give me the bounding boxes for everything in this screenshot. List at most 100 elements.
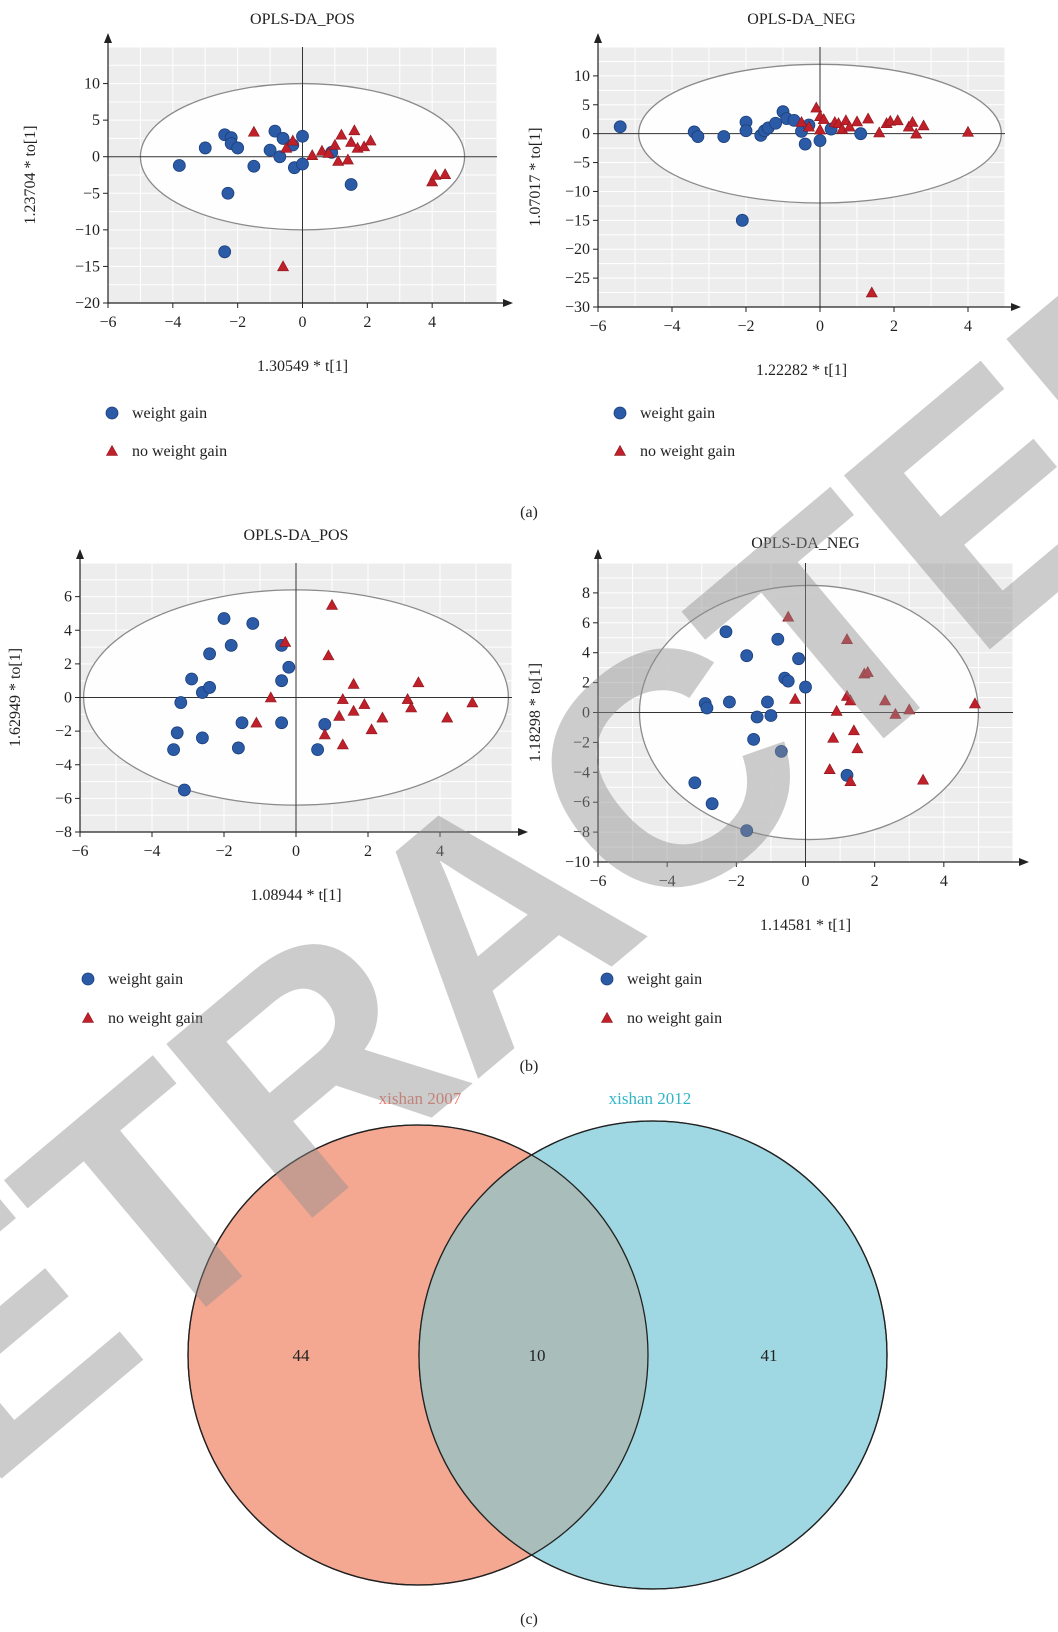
point-weight-gain [311,743,325,757]
legend-no-weight-gain-label: no weight gain [132,443,227,460]
point-no-weight-gain [358,698,371,709]
y-axis-arrow [76,549,84,559]
y-tick-label: 2 [582,675,590,692]
point-weight-gain [813,134,827,148]
point-weight-gain [275,716,289,730]
point-weight-gain [705,797,719,811]
point-weight-gain [774,744,788,758]
point-no-weight-gain [850,115,864,127]
x-axis-label: 1.30549 * t[1] [257,358,348,375]
legend-no-weight-gain-marker [600,1011,614,1023]
x-tick-label: −4 [663,318,680,335]
point-weight-gain [221,186,235,200]
x-axis-label: 1.14581 * t[1] [760,917,851,934]
y-axis-label: 1.23704 * to[1] [22,125,39,224]
y-tick-label: 0 [92,149,100,166]
point-no-weight-gain [336,693,349,704]
point-weight-gain [739,124,753,138]
point-weight-gain [203,681,217,694]
x-tick-label: −2 [229,314,246,331]
legend: weight gain no weight gain [81,971,203,1027]
x-tick-label: 4 [940,873,948,890]
point-no-weight-gain [335,128,348,140]
point-no-weight-gain [910,127,923,139]
x-tick-label: 4 [428,314,436,331]
point-no-weight-gain [341,153,354,165]
point-weight-gain [740,824,754,838]
chart-4: −6 −4 −2 0 2 4 −10 −8 −6 −4 −2 0 2 4 6 8 OPLS-DA_NEG 1.14… [527,535,1029,1027]
y-tick-label: 0 [582,705,590,722]
point-weight-gain [735,213,749,227]
y-tick-label: 0 [64,690,72,707]
point-no-weight-gain [364,134,377,146]
x-tick-label: −2 [728,873,745,890]
point-weight-gain [688,776,702,790]
x-axis-label: 1.08944 * t[1] [250,887,341,904]
point-no-weight-gain [802,120,815,132]
point-no-weight-gain [968,697,981,709]
y-axis-arrow [594,33,602,43]
point-weight-gain [700,701,714,715]
chart-title: OPLS-DA_POS [244,527,349,544]
chart-title: OPLS-DA_POS [250,11,355,28]
x-tick-label: 0 [816,318,824,335]
point-no-weight-gain [315,144,328,156]
y-tick-label: 6 [64,589,72,606]
legend-weight-gain-marker [613,406,627,420]
x-tick-label: 4 [436,843,444,860]
point-weight-gain [723,695,736,709]
point-weight-gain [769,116,782,130]
point-weight-gain [172,159,186,172]
point-no-weight-gain [847,724,860,736]
x-tick-label: 0 [299,314,307,331]
x-axis-arrow [1019,858,1029,866]
x-tick-label: 0 [292,843,300,860]
legend-weight-gain-label: weight gain [132,405,207,422]
point-weight-gain [798,137,812,151]
point-no-weight-gain [441,711,454,723]
y-tick-label: −4 [55,757,72,774]
chart-1: −6 −4 −2 0 2 4−20−15−10−50510OPLS-DA_POS1.305… [22,11,513,460]
point-no-weight-gain [348,124,361,136]
point-no-weight-gain [332,154,345,166]
y-tick-label: −6 [55,790,72,807]
y-axis-label: 1.62949 * to[1] [7,648,24,747]
x-axis-arrow [503,299,513,307]
y-tick-label: −20 [565,241,590,258]
panel-label-a: (a) [520,504,538,521]
legend-weight-gain-marker [81,972,95,986]
chart-title: OPLS-DA_NEG [747,11,856,28]
legend-weight-gain-label: weight gain [640,405,715,422]
x-axis-arrow [1011,303,1021,311]
point-no-weight-gain [873,126,886,138]
x-tick-label: 2 [363,314,371,331]
x-axis-arrow [518,828,528,836]
scatter-charts: −6 −4 −2 0 2 4−20−15−10−50510OPLS-DA_POS1.305… [7,11,1029,1027]
point-weight-gain [217,612,231,625]
venn-diagram: xishan 2007 xishan 2012 44 10 41 [187,1089,888,1590]
legend-weight-gain-label: weight gain [627,971,702,988]
x-tick-label: −6 [99,314,116,331]
x-tick-label: 2 [890,318,898,335]
y-tick-label: 10 [574,68,590,85]
legend-no-weight-gain-marker [613,444,627,456]
point-no-weight-gain [840,633,854,644]
chart-title: OPLS-DA_NEG [751,535,860,552]
x-tick-label: −6 [589,318,606,335]
point-weight-gain [282,660,296,674]
point-no-weight-gain [917,773,930,785]
x-tick-label: 2 [364,843,372,860]
point-no-weight-gain [889,707,902,719]
venn-right-title: xishan 2012 [609,1089,692,1108]
point-no-weight-gain [466,696,479,708]
legend: weight gain no weight gain [613,405,735,460]
point-weight-gain [273,150,287,164]
y-tick-label: 8 [582,585,590,602]
point-no-weight-gain [333,709,346,721]
point-no-weight-gain [844,775,857,786]
point-no-weight-gain [439,168,452,179]
y-tick-label: 5 [92,112,100,129]
point-no-weight-gain [795,115,808,127]
legend-no-weight-gain-marker [105,444,119,456]
